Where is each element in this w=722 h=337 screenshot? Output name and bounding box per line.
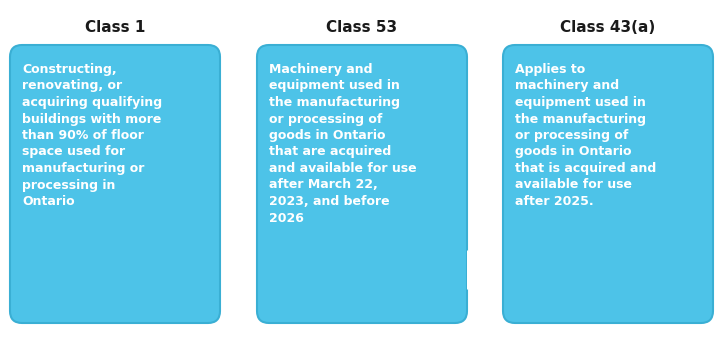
Text: Machinery and
equipment used in
the manufacturing
or processing of
goods in Onta: Machinery and equipment used in the manu… [269, 63, 417, 224]
FancyBboxPatch shape [10, 45, 220, 323]
Text: Class 1: Class 1 [84, 21, 145, 35]
Polygon shape [467, 250, 487, 290]
FancyBboxPatch shape [503, 45, 713, 323]
Polygon shape [222, 250, 242, 290]
Text: Constructing,
renovating, or
acquiring qualifying
buildings with more
than 90% o: Constructing, renovating, or acquiring q… [22, 63, 162, 208]
Text: Applies to
machinery and
equipment used in
the manufacturing
or processing of
go: Applies to machinery and equipment used … [515, 63, 656, 208]
FancyBboxPatch shape [257, 45, 467, 323]
Text: Class 53: Class 53 [326, 21, 398, 35]
Text: Class 43(a): Class 43(a) [560, 21, 656, 35]
